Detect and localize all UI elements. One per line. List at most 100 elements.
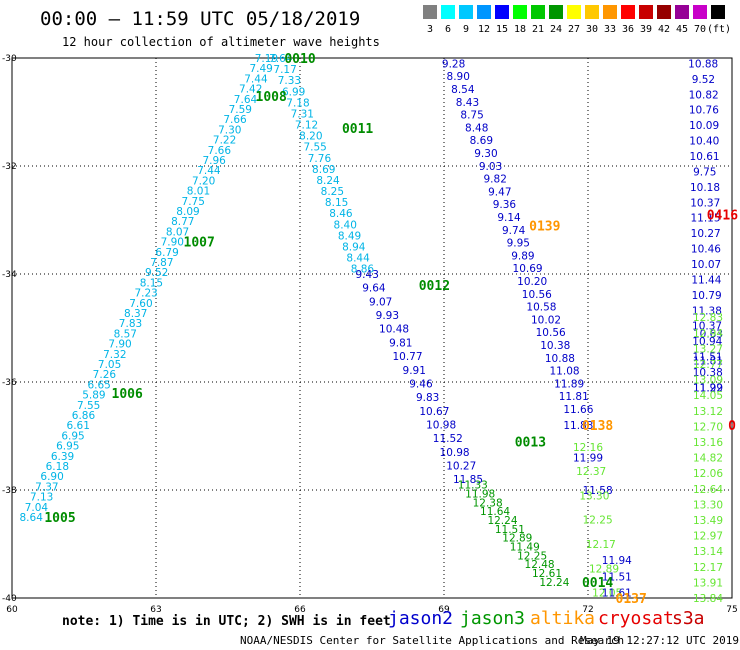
swh-data-point: 7.49 bbox=[249, 63, 272, 75]
legend-jason2: jason2 bbox=[388, 608, 454, 629]
swh-data-point: 12.83 bbox=[693, 312, 723, 324]
swh-data-point: 11.66 bbox=[563, 404, 593, 416]
swh-data-point: 8.77 bbox=[171, 216, 194, 228]
swh-data-point: 7.66 bbox=[208, 145, 232, 157]
swh-data-point: 12.37 bbox=[576, 466, 606, 478]
scale-label: 27 bbox=[567, 24, 581, 35]
swh-data-point: 13.27 bbox=[693, 343, 723, 355]
swh-data-point: 8.24 bbox=[316, 175, 340, 187]
swh-data-point: 8.43 bbox=[456, 97, 479, 109]
swh-data-point: 6.99 bbox=[282, 86, 305, 98]
swh-data-point: 6.95 bbox=[61, 430, 84, 442]
swh-data-point: 12.25 bbox=[583, 515, 613, 527]
swh-data-point: 9.07 bbox=[369, 296, 392, 308]
swh-data-point: 10.20 bbox=[517, 276, 547, 288]
scale-swatch bbox=[711, 5, 725, 19]
swh-data-point: 13.49 bbox=[693, 515, 723, 527]
note-text: note: 1) Time is in UTC; 2) SWH is in fe… bbox=[62, 614, 391, 629]
x-tick-label: 72 bbox=[582, 605, 593, 615]
swh-data-point: 11.33 bbox=[458, 480, 488, 492]
scale-swatch bbox=[549, 5, 563, 19]
swh-data-point: 11.61 bbox=[602, 588, 632, 600]
swh-data-point: 8.44 bbox=[346, 253, 370, 265]
scale-swatch bbox=[423, 5, 437, 19]
scale-swatch bbox=[621, 5, 635, 19]
pass-time-label: 1008 bbox=[256, 90, 287, 105]
swh-data-point: 10.38 bbox=[693, 367, 723, 379]
swh-data-point: 8.69 bbox=[312, 164, 335, 176]
swh-data-point: 7.05 bbox=[98, 359, 121, 371]
swh-data-point: 8.15 bbox=[325, 197, 348, 209]
pass-time-label: 1006 bbox=[112, 387, 143, 402]
swh-data-point: 13.09 bbox=[693, 375, 723, 387]
scale-label: 70 bbox=[693, 24, 707, 35]
swh-data-point: 8.48 bbox=[465, 122, 488, 134]
swh-data-point: 13.30 bbox=[693, 499, 723, 511]
scale-label: 6 bbox=[444, 24, 452, 35]
swh-data-point: 9.03 bbox=[479, 161, 502, 173]
swh-data-point: 10.98 bbox=[440, 447, 470, 459]
y-tick-label: -38 bbox=[2, 486, 17, 496]
swh-data-point: 9.52 bbox=[145, 267, 168, 279]
scale-label: (ft) bbox=[707, 24, 732, 35]
swh-data-point: 10.46 bbox=[691, 244, 721, 256]
swh-data-point: 7.04 bbox=[25, 502, 49, 514]
swh-data-point: 11.52 bbox=[433, 433, 463, 445]
swh-data-point: 9.82 bbox=[484, 174, 507, 186]
swh-data-point: 10.98 bbox=[426, 419, 456, 431]
swh-data-point: 11.81 bbox=[693, 355, 723, 367]
swh-data-point: 9.46 bbox=[409, 378, 433, 390]
chart-subtitle: 12 hour collection of altimeter wave hei… bbox=[62, 35, 380, 49]
swh-data-point: 11.44 bbox=[691, 274, 721, 286]
swh-data-point: 7.30 bbox=[218, 124, 241, 136]
x-tick-label: 75 bbox=[726, 605, 737, 615]
swh-data-point: 8.07 bbox=[166, 226, 189, 238]
swh-data-point: 11.15 bbox=[690, 213, 720, 225]
swh-data-point: 9.28 bbox=[442, 58, 465, 70]
swh-data-point: 11.99 bbox=[573, 453, 603, 465]
swh-data-point: 7.90 bbox=[108, 339, 131, 351]
swh-data-point: 8.25 bbox=[321, 186, 344, 198]
swh-data-point: 7.76 bbox=[308, 153, 332, 165]
swh-data-point: 11.81 bbox=[559, 391, 589, 403]
swh-data-point: 11.49 bbox=[510, 541, 540, 553]
swh-data-point: 12.24 bbox=[487, 515, 517, 527]
swh-data-point: 7.90 bbox=[161, 237, 184, 249]
swh-data-point: 7.44 bbox=[197, 165, 221, 177]
swh-data-point: 8.20 bbox=[299, 131, 322, 143]
swh-data-point: 6.65 bbox=[87, 379, 110, 391]
swh-data-point: 7.22 bbox=[213, 135, 236, 147]
swh-data-point: 11.64 bbox=[480, 506, 510, 518]
swh-data-point: 7.26 bbox=[93, 369, 117, 381]
swh-data-point: 10.88 bbox=[545, 353, 575, 365]
swh-data-point: 12.06 bbox=[693, 468, 723, 480]
swh-data-point: 8.57 bbox=[114, 328, 137, 340]
swh-data-point: 8.86 bbox=[351, 264, 375, 276]
swh-data-point: 7.60 bbox=[129, 298, 152, 310]
scale-swatch bbox=[675, 5, 689, 19]
swh-data-point: 12.77 bbox=[693, 359, 723, 371]
scale-swatch bbox=[531, 5, 545, 19]
swh-data-point: 9.89 bbox=[511, 250, 534, 262]
scale-swatch bbox=[513, 5, 527, 19]
swh-data-point: 12.17 bbox=[693, 562, 723, 574]
scale-label: 21 bbox=[531, 24, 545, 35]
x-tick-label: 69 bbox=[438, 605, 450, 615]
swh-data-point: 10.63 bbox=[693, 328, 723, 340]
swh-data-point: 6.61 bbox=[67, 420, 90, 432]
swh-data-point: 7.32 bbox=[103, 349, 126, 361]
pass-time-label: 0139 bbox=[529, 219, 560, 234]
swh-data-point: 12.64 bbox=[693, 484, 723, 496]
swh-data-point: 7.18 bbox=[286, 97, 309, 109]
pass-time-label: 1007 bbox=[184, 236, 215, 251]
swh-data-point: 9.93 bbox=[376, 310, 399, 322]
swh-data-point: 7.37 bbox=[35, 481, 58, 493]
timestamp-text: May 19 12:27:12 UTC 2019 bbox=[580, 634, 739, 647]
swh-data-point: 8.40 bbox=[334, 219, 357, 231]
swh-data-point: 11.83 bbox=[563, 420, 593, 432]
swh-data-point: 12.97 bbox=[693, 531, 723, 543]
pass-time-label: 0014 bbox=[582, 576, 613, 591]
scale-swatch bbox=[585, 5, 599, 19]
swh-data-point: 10.69 bbox=[513, 263, 543, 275]
